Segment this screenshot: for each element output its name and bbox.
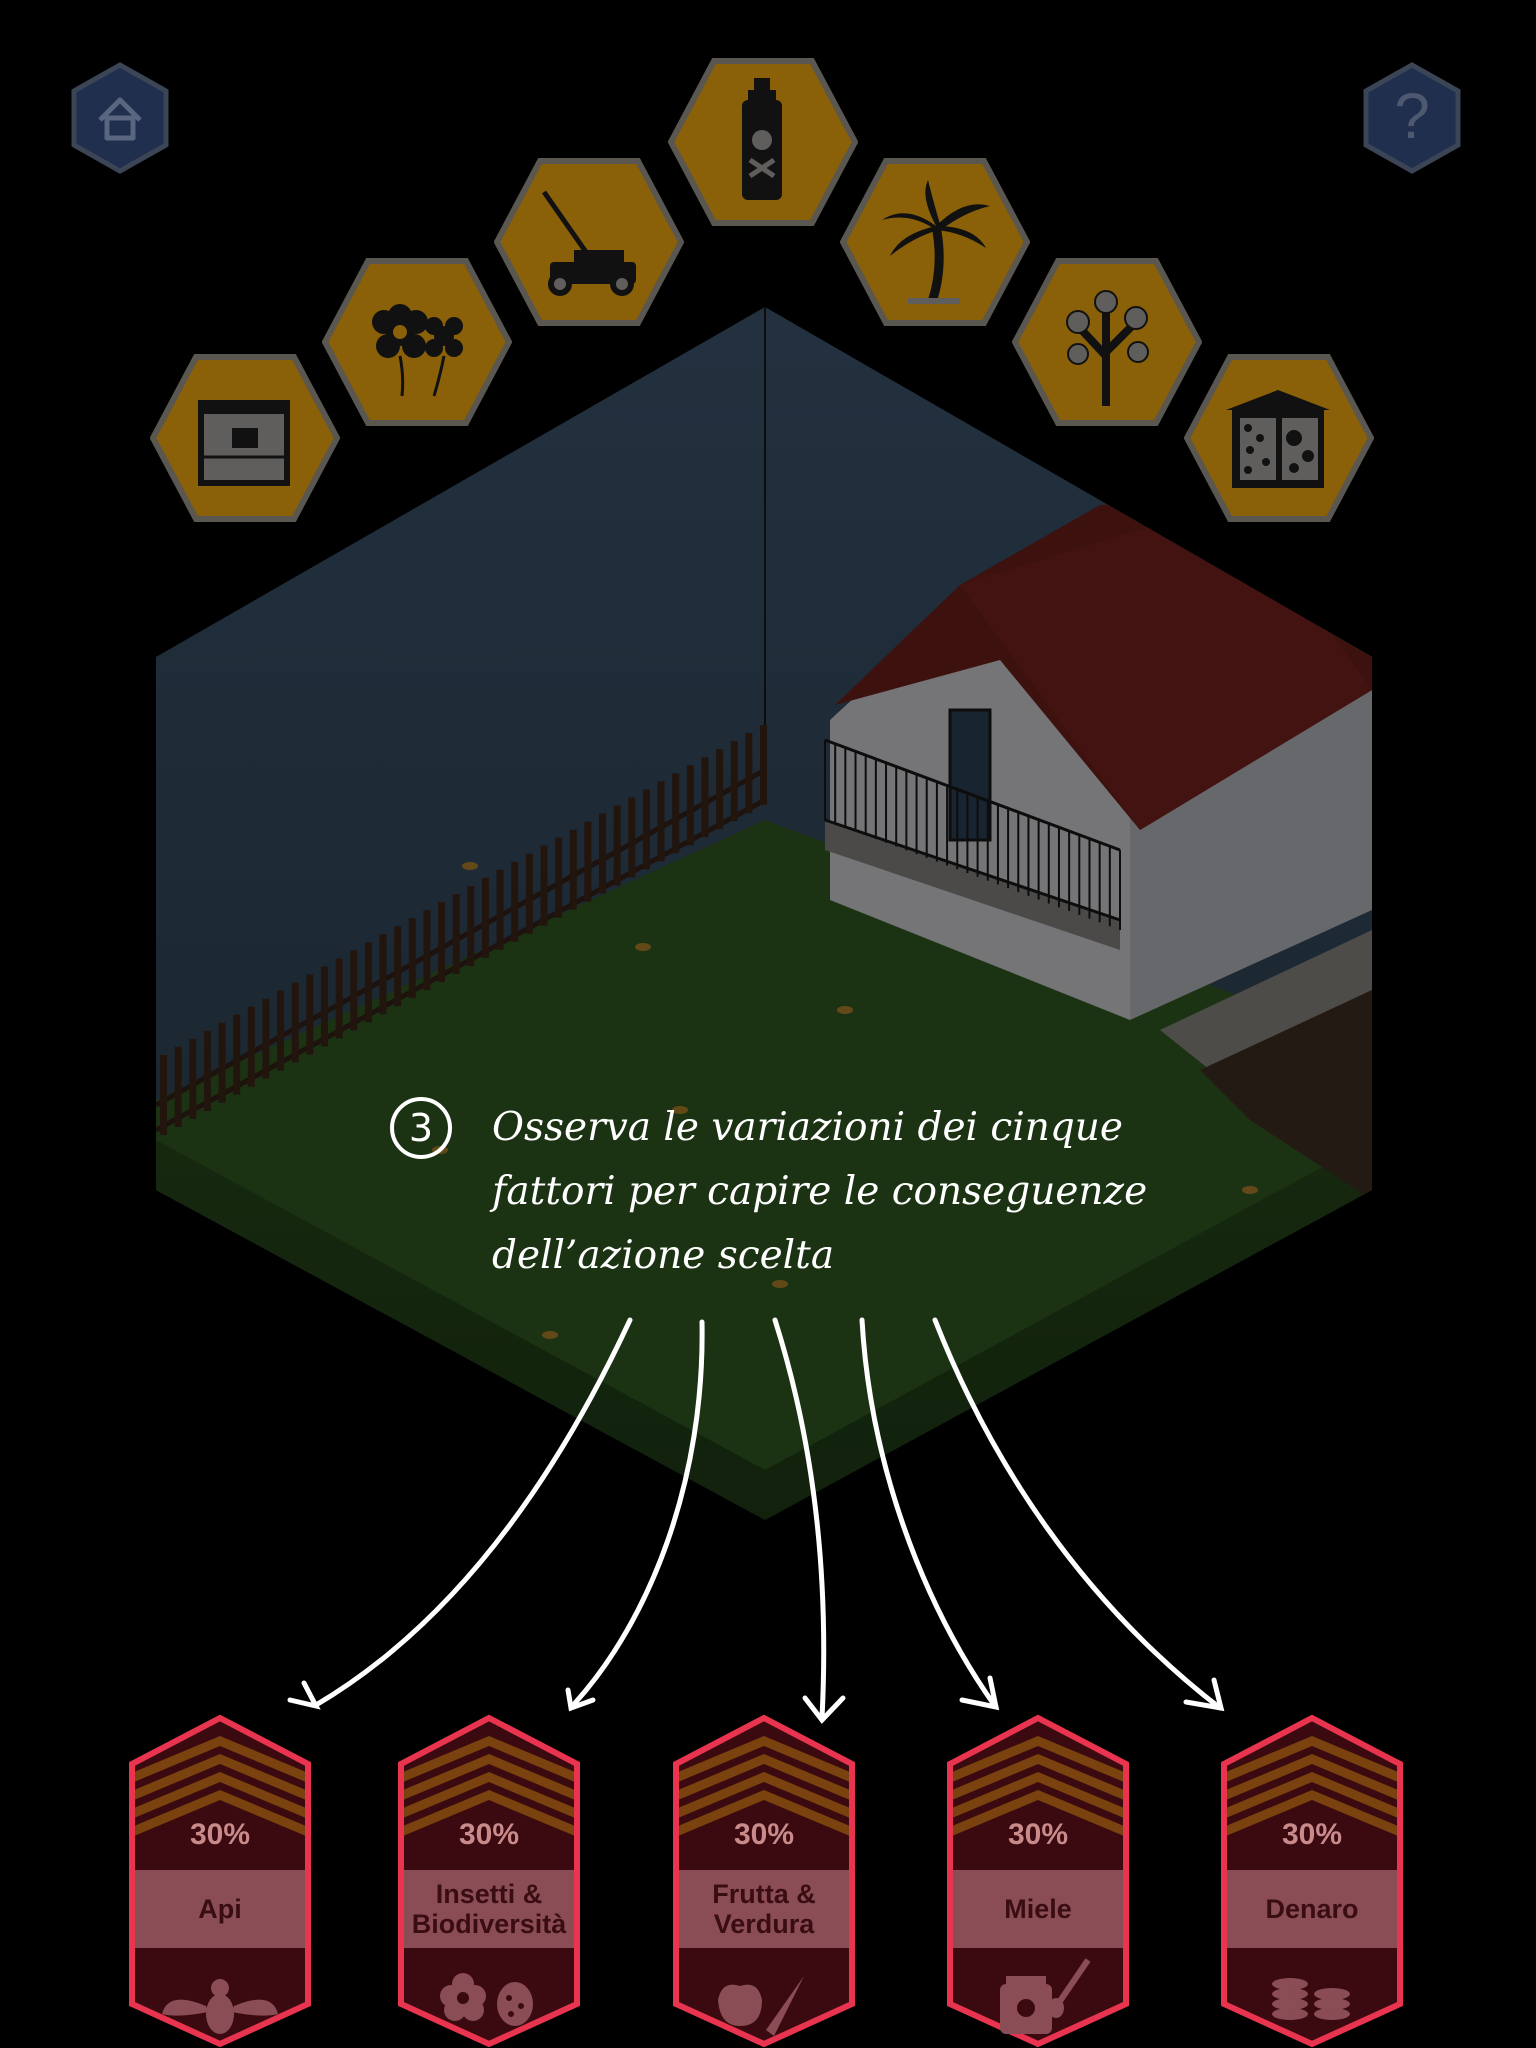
factor-percent: 30% bbox=[189, 1818, 251, 1851]
action-button-flowers[interactable] bbox=[322, 256, 512, 428]
action-button-bug-hotel[interactable] bbox=[1184, 352, 1374, 524]
lawnmower-icon bbox=[541, 190, 636, 296]
home-icon bbox=[98, 97, 142, 141]
flower-ladybug-icon bbox=[440, 1973, 533, 2026]
factor-1: 30% Insetti & Biodiversità bbox=[397, 1714, 581, 2048]
factor-percent: 30% bbox=[458, 1818, 520, 1851]
action-button-beehive[interactable] bbox=[150, 352, 340, 524]
palm-tree-icon bbox=[882, 180, 990, 304]
bee-icon bbox=[162, 1979, 278, 2034]
pesticide-spray-icon bbox=[742, 78, 782, 200]
fence-pickets bbox=[160, 725, 767, 1135]
apple-carrot-icon bbox=[718, 1976, 804, 2036]
factor-percent: 30% bbox=[733, 1818, 795, 1851]
factor-percent: 30% bbox=[1281, 1818, 1343, 1851]
insect-hotel-icon bbox=[1226, 390, 1330, 488]
step-number-badge: 3 bbox=[390, 1097, 452, 1159]
beehive-icon bbox=[198, 400, 290, 486]
factor-percent: 30% bbox=[1007, 1818, 1069, 1851]
coins-icon bbox=[1272, 1978, 1350, 2020]
flying-bees bbox=[432, 862, 1258, 1339]
question-mark-icon: ? bbox=[1394, 80, 1430, 152]
factor-4: 30% Denaro bbox=[1220, 1714, 1404, 2048]
honey-jar-icon bbox=[1000, 1958, 1091, 2034]
factor-0: 30% Api bbox=[128, 1714, 312, 2048]
house bbox=[824, 500, 1372, 1200]
factor-label: Miele bbox=[1004, 1894, 1072, 1924]
factor-label: Api bbox=[198, 1894, 242, 1924]
factor-2: 30% Frutta & Verdura bbox=[672, 1714, 856, 2048]
action-button-lawnmower[interactable] bbox=[494, 156, 684, 328]
factor-3: 30% Miele bbox=[946, 1714, 1130, 2048]
instruction-line-2: fattori per capire le conseguenze bbox=[492, 1169, 1148, 1214]
instruction-text: Osserva le variazioni dei cinque fattori… bbox=[492, 1096, 1148, 1288]
flowers-icon bbox=[372, 304, 463, 397]
action-button-fruit-tree[interactable] bbox=[1012, 256, 1202, 428]
flowering-tree-icon bbox=[1066, 290, 1149, 406]
instruction-line-3: dell’azione scelta bbox=[492, 1233, 835, 1278]
action-button-pesticide[interactable] bbox=[668, 56, 858, 228]
factor-label: Denaro bbox=[1265, 1894, 1359, 1924]
help-button[interactable]: ? bbox=[1362, 62, 1462, 174]
home-button[interactable] bbox=[70, 62, 170, 174]
factor-label: Insetti & Biodiversità bbox=[411, 1879, 567, 1939]
action-button-palm[interactable] bbox=[840, 156, 1030, 328]
instruction-line-1: Osserva le variazioni dei cinque bbox=[492, 1105, 1124, 1150]
factor-label: Frutta & Verdura bbox=[712, 1879, 816, 1939]
